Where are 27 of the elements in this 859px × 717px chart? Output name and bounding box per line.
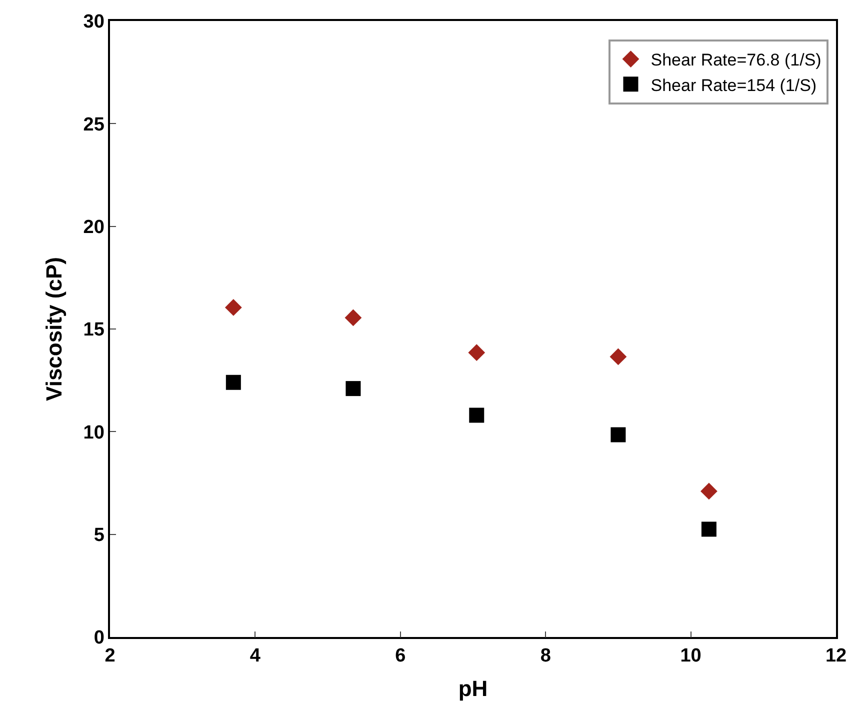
point [344,309,362,326]
x-tick-label: 2 [104,646,116,667]
point [700,482,718,500]
x-tick-label: 4 [250,646,261,667]
point [226,374,241,390]
legend-label: Shear Rate=76.8 (1/S) [650,50,822,70]
x-tick-label: 12 [825,646,847,667]
x-tick-label: 6 [395,646,406,667]
x-tick-label: 10 [680,646,702,667]
y-tick-label: 30 [83,12,104,33]
y-tick-label: 20 [83,216,104,238]
point [610,427,626,442]
point [701,522,716,537]
y-tick-label: 0 [94,628,104,649]
point [224,298,242,316]
point [469,408,484,423]
y-tick-label: 10 [83,422,104,444]
x-tick-label: 8 [540,646,551,667]
point [468,344,486,362]
point [610,348,627,366]
legend-label: Shear Rate=154 (1/S) [650,76,817,95]
point [346,381,361,396]
y-axis-title: Viscosity (cP) [42,257,67,401]
y-tick-label: 15 [83,320,105,341]
x-axis-title: pH [458,676,488,701]
y-tick-label: 5 [94,524,105,546]
y-tick-label: 25 [83,114,105,136]
